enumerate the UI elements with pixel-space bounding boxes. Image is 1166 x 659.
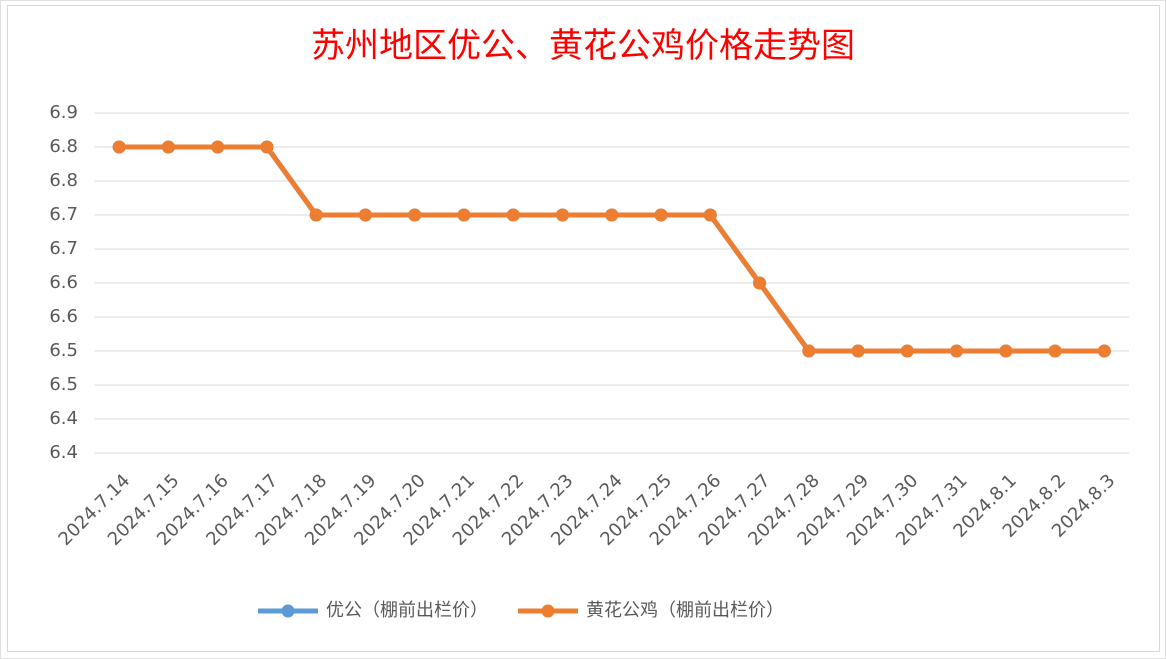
data-point [161,140,175,154]
data-point [211,140,225,154]
data-point [753,276,767,290]
data-point [506,208,520,222]
data-point [309,208,323,222]
y-tick-label: 6.8 [49,170,78,191]
y-tick-label: 6.8 [49,136,78,157]
data-point [260,140,274,154]
data-point [408,208,422,222]
y-tick-label: 6.5 [49,374,78,395]
data-point [900,344,914,358]
y-tick-label: 6.6 [49,306,78,327]
data-point [555,208,569,222]
y-tick-label: 6.5 [49,340,78,361]
data-point [112,140,126,154]
y-tick-label: 6.7 [49,204,78,225]
y-tick-label: 6.9 [49,102,78,123]
data-point [457,208,471,222]
data-point [703,208,717,222]
legend-label: 黄花公鸡（棚前出栏价） [586,600,784,621]
y-tick-label: 6.4 [49,408,78,429]
data-point [1048,344,1062,358]
data-point [1097,344,1111,358]
data-point [802,344,816,358]
chart-area [7,5,1160,652]
y-tick-label: 6.4 [49,442,78,463]
data-point [358,208,372,222]
legend-marker [541,604,555,618]
y-tick-label: 6.6 [49,272,78,293]
legend-marker [281,604,295,618]
data-point [654,208,668,222]
data-point [950,344,964,358]
y-tick-label: 6.7 [49,238,78,259]
chart-title: 苏州地区优公、黄花公鸡价格走势图 [311,26,855,66]
legend-label: 优公（棚前出栏价） [326,600,488,621]
data-point [999,344,1013,358]
data-point [605,208,619,222]
data-point [851,344,865,358]
